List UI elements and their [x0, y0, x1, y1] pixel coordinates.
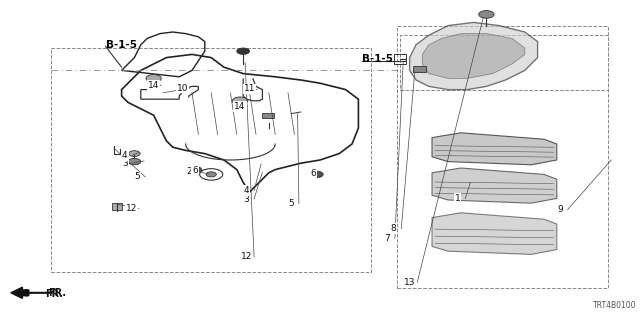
Bar	[262, 113, 274, 118]
Circle shape	[129, 151, 140, 156]
Text: FR.: FR.	[45, 289, 63, 299]
Circle shape	[146, 75, 161, 82]
Polygon shape	[422, 34, 525, 78]
Text: 8: 8	[391, 224, 396, 233]
Text: FR.: FR.	[48, 288, 66, 298]
Text: 5: 5	[289, 199, 294, 208]
Text: 2: 2	[186, 167, 191, 176]
Text: 13: 13	[404, 278, 415, 287]
Text: 3: 3	[244, 195, 249, 204]
Polygon shape	[432, 213, 557, 254]
Bar	[394, 54, 406, 64]
Circle shape	[128, 158, 141, 165]
Text: 10: 10	[177, 84, 188, 92]
Circle shape	[237, 48, 250, 54]
Text: 14: 14	[148, 81, 159, 90]
Text: B-1-5: B-1-5	[362, 54, 392, 64]
Text: 12: 12	[125, 204, 137, 213]
Text: 9: 9	[557, 205, 563, 214]
Bar	[413, 66, 426, 72]
Text: TRT4B0100: TRT4B0100	[593, 301, 637, 310]
Polygon shape	[410, 22, 538, 90]
Circle shape	[232, 97, 248, 105]
Text: 5: 5	[135, 172, 140, 181]
Polygon shape	[432, 133, 557, 165]
Polygon shape	[432, 168, 557, 203]
Bar	[112, 203, 122, 210]
Text: 7: 7	[385, 234, 390, 243]
Text: 12: 12	[241, 252, 252, 261]
Text: 6: 6	[311, 169, 316, 178]
Circle shape	[310, 171, 323, 178]
Circle shape	[479, 11, 494, 18]
Text: 6: 6	[193, 166, 198, 175]
Text: 3: 3	[122, 159, 127, 168]
Text: 1: 1	[455, 194, 460, 203]
Circle shape	[189, 166, 202, 173]
Text: B-1-5: B-1-5	[106, 40, 136, 50]
Text: 14: 14	[234, 102, 246, 111]
Text: 11: 11	[244, 84, 255, 93]
FancyArrow shape	[11, 287, 29, 298]
Circle shape	[206, 172, 216, 177]
Text: 4: 4	[244, 186, 249, 195]
Text: 4: 4	[122, 151, 127, 160]
